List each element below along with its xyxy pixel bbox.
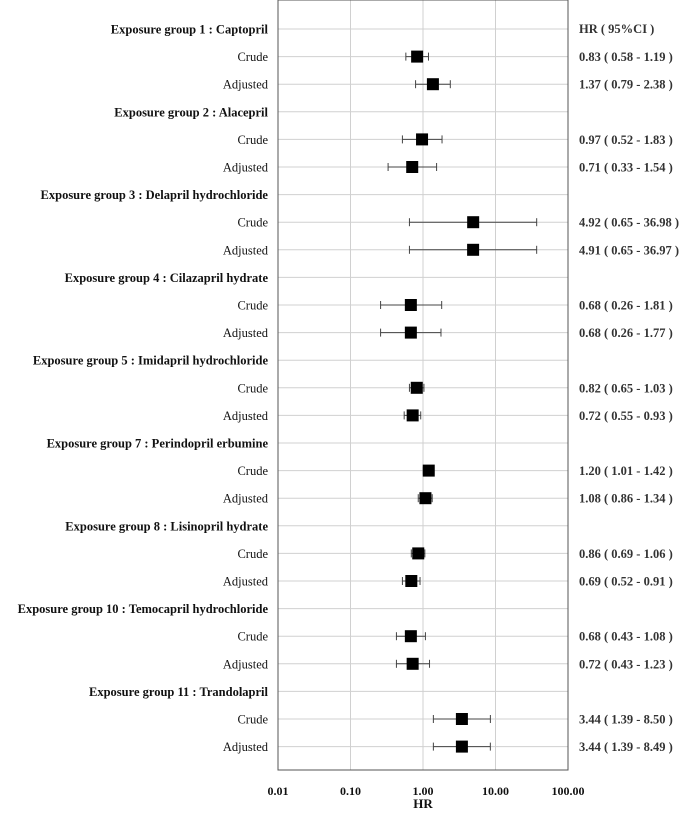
row-label: Crude [237,547,268,561]
row-label: Adjusted [223,326,269,340]
hr-point-marker [411,50,424,63]
row-label: Adjusted [223,492,269,506]
row-label: Adjusted [223,243,269,257]
hr-point-marker [404,299,417,311]
hr-ci-value: 0.82 ( 0.65 - 1.03 ) [579,381,673,395]
grid-layer [278,0,568,770]
group-label: Exposure group 11 : Trandolapril [89,685,269,699]
rows-layer: Exposure group 1 : Captopril Crude 0.83 ( … [18,23,679,755]
row-label: Adjusted [223,409,269,423]
group-label: Exposure group 3 : Delapril hydrochlorid… [41,188,269,202]
plot-frame [277,0,569,771]
hr-ci-value: 0.83 ( 0.58 - 1.19 ) [579,50,673,64]
row-label: Adjusted [223,575,269,589]
hr-point-marker [406,657,419,670]
hr-point-marker [410,381,423,394]
row-label: Crude [237,216,268,230]
row-label: Crude [237,713,268,727]
x-tick-label: 0.01 [268,784,289,798]
hr-ci-value: 0.72 ( 0.55 - 0.93 ) [579,409,673,423]
hr-point-marker [412,547,425,560]
x-axis-label: HR [413,796,433,811]
hr-ci-value: 3.44 ( 1.39 - 8.49 ) [579,740,673,754]
hr-ci-header: HR ( 95%CI ) [579,22,654,36]
hr-ci-value: 1.37 ( 0.79 - 2.38 ) [579,78,673,92]
row-label: Crude [237,381,268,395]
hr-point-marker [406,161,419,173]
row-label: Adjusted [223,740,269,754]
hr-ci-value: 1.20 ( 1.01 - 1.42 ) [579,464,673,478]
hr-ci-value: 0.71 ( 0.33 - 1.54 ) [579,161,673,175]
hr-ci-value: 0.68 ( 0.43 - 1.08 ) [579,630,673,644]
hr-point-marker [426,78,439,91]
hr-point-marker [416,133,429,146]
hr-point-marker [467,216,480,229]
x-tick-label: 10.00 [482,784,509,798]
hr-point-marker [404,326,417,339]
row-label: Adjusted [223,657,269,671]
hr-ci-value: 0.97 ( 0.52 - 1.83 ) [579,133,673,147]
x-tick-label: 1.00 [413,784,434,798]
row-label: Crude [237,299,268,313]
hr-point-marker [419,492,432,505]
row-label: Crude [237,133,268,147]
group-label: Exposure group 5 : Imidapril hydrochlori… [33,354,269,368]
row-label: Adjusted [223,161,269,175]
x-tick-label: 100.00 [552,784,585,798]
x-axis-ticks: 0.01 0.10 1.00 10.00 100.00 [268,784,585,798]
hr-ci-value: 0.69 ( 0.52 - 0.91 ) [579,575,673,589]
group-label: Exposure group 1 : Captopril [111,23,269,37]
hr-ci-value: 4.91 ( 0.65 - 36.97 ) [579,243,679,257]
group-label: Exposure group 4 : Cilazapril hydrate [65,271,269,285]
group-label: Exposure group 2 : Alacepril [114,105,268,119]
hr-point-marker [406,409,419,422]
hr-ci-value: 0.68 ( 0.26 - 1.77 ) [579,326,673,340]
group-label: Exposure group 10 : Temocapril hydrochlo… [18,602,269,616]
group-label: Exposure group 8 : Lisinopril hydrate [65,519,268,533]
row-label: Adjusted [223,78,269,92]
hr-ci-value: 0.86 ( 0.69 - 1.06 ) [579,547,673,561]
hr-ci-value: 3.44 ( 1.39 - 8.50 ) [579,713,673,727]
hr-ci-value: 1.08 ( 0.86 - 1.34 ) [579,492,673,506]
hr-point-marker [467,243,480,256]
hr-point-marker [455,740,468,753]
hr-point-marker [422,464,435,477]
x-tick-label: 0.10 [340,784,361,798]
hr-ci-value: 0.68 ( 0.26 - 1.81 ) [579,299,673,313]
hr-ci-value: 4.92 ( 0.65 - 36.98 ) [579,216,679,230]
row-label: Crude [237,50,268,64]
group-label: Exposure group 7 : Perindopril erbumine [47,437,269,451]
hr-point-marker [404,630,417,643]
hr-ci-value: 0.72 ( 0.43 - 1.23 ) [579,657,673,671]
row-label: Crude [237,630,268,644]
hr-point-marker [405,575,418,587]
row-label: Crude [237,464,268,478]
hr-point-marker [455,713,468,725]
